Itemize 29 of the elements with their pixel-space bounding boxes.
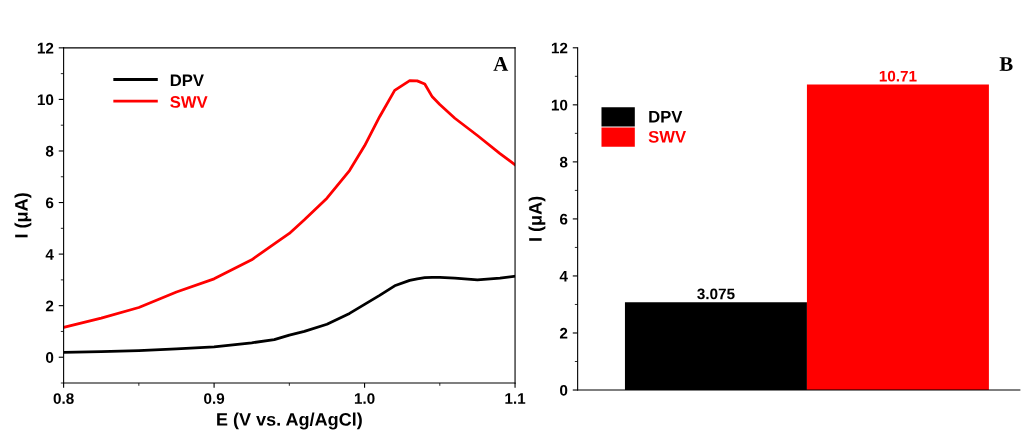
y-tick-label: 2	[45, 300, 54, 312]
y-axis-title: I (μA)	[14, 193, 32, 238]
data-label: 3.075	[697, 288, 735, 300]
x-tick-label: 1.1	[505, 393, 526, 404]
y-tick-label: 12	[37, 42, 54, 54]
y-tick-label: 4	[45, 249, 54, 260]
y-tick-label: 2	[559, 327, 568, 339]
y-tick-label: 6	[559, 213, 568, 225]
chart-title: B	[999, 57, 1013, 71]
y-tick-label: 12	[551, 42, 568, 54]
y-tick-label: 8	[45, 145, 54, 157]
y-tick-label: 0	[560, 384, 568, 396]
y-tick-label: 10	[37, 94, 54, 106]
x-tick-label: 1.0	[354, 393, 375, 404]
legend-label: DPV	[649, 110, 683, 123]
y-tick-label: 0	[46, 352, 54, 363]
x-axis-title: E (V vs. Ag/AgCl)	[217, 412, 362, 430]
y-tick-label: 6	[45, 197, 54, 209]
y-axis-title: I (μA)	[528, 196, 546, 241]
y-tick-label: 8	[559, 156, 568, 168]
y-tick-label: 4	[559, 270, 568, 282]
legend-label: SWV	[170, 96, 208, 108]
chart-title: A	[493, 56, 509, 71]
legend-label: DPV	[170, 74, 204, 87]
data-label: 10.71	[879, 70, 917, 82]
x-tick-label: 0.8	[53, 393, 74, 404]
y-tick-label: 10	[551, 99, 568, 111]
x-tick-label: 0.9	[204, 393, 225, 404]
legend-label: SWV	[648, 130, 686, 143]
